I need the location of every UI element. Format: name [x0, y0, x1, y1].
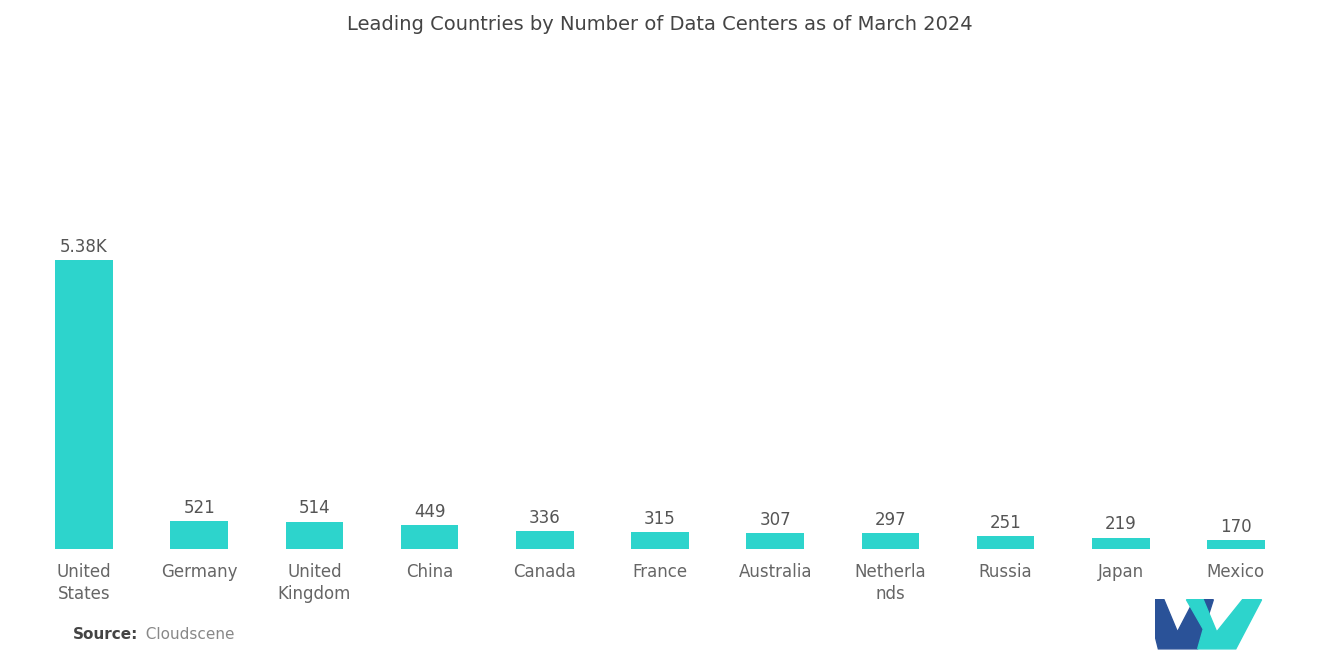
- Bar: [170, 521, 228, 549]
- Bar: [746, 533, 804, 549]
- Text: 315: 315: [644, 510, 676, 528]
- Bar: [516, 531, 574, 549]
- Text: 5.38K: 5.38K: [61, 238, 108, 256]
- Text: 297: 297: [875, 511, 906, 529]
- Bar: [1206, 540, 1265, 549]
- Polygon shape: [1187, 600, 1262, 649]
- Bar: [285, 522, 343, 549]
- Text: 514: 514: [298, 499, 330, 517]
- Bar: [631, 533, 689, 549]
- Bar: [862, 533, 919, 549]
- Text: 251: 251: [990, 513, 1022, 531]
- Text: 307: 307: [759, 511, 791, 529]
- Text: Source:: Source:: [73, 626, 139, 642]
- Bar: [55, 260, 114, 549]
- Text: 449: 449: [414, 503, 445, 521]
- Text: 521: 521: [183, 499, 215, 517]
- Polygon shape: [1146, 600, 1213, 649]
- Text: 170: 170: [1220, 518, 1251, 536]
- Bar: [1092, 537, 1150, 549]
- Text: 219: 219: [1105, 515, 1137, 533]
- Text: Cloudscene: Cloudscene: [136, 626, 235, 642]
- Bar: [401, 525, 458, 549]
- Bar: [977, 536, 1035, 549]
- Title: Leading Countries by Number of Data Centers as of March 2024: Leading Countries by Number of Data Cent…: [347, 15, 973, 34]
- Text: 336: 336: [529, 509, 561, 527]
